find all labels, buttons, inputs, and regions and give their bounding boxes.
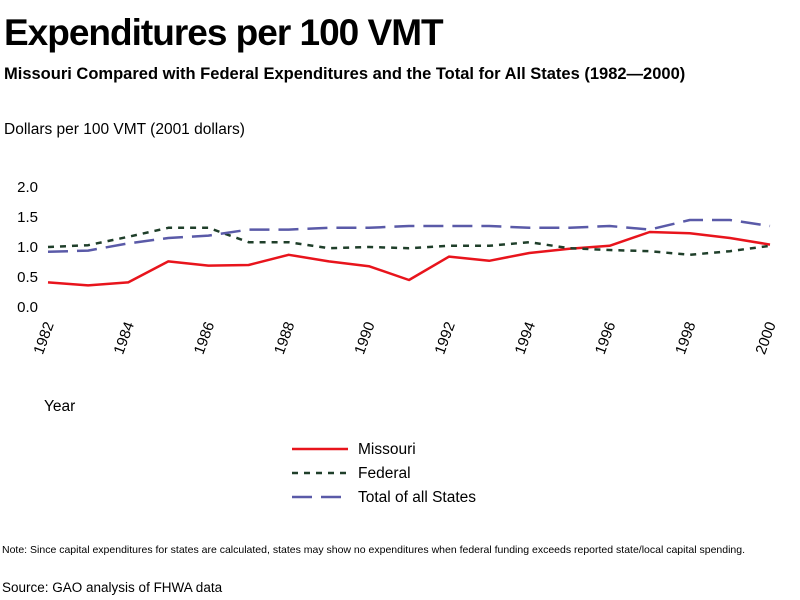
x-tick-label: 1982 bbox=[30, 320, 57, 357]
y-tick-labels: 0.0 0.5 1.0 1.5 2.0 bbox=[17, 179, 38, 316]
x-tick-label: 2000 bbox=[752, 320, 779, 357]
series-line-0 bbox=[47, 230, 771, 287]
chart-subtitle: Missouri Compared with Federal Expenditu… bbox=[4, 65, 686, 83]
y-tick-label: 1.0 bbox=[17, 239, 38, 256]
x-tick-label: 1988 bbox=[271, 320, 298, 357]
x-tick-labels: 1982 1984 1986 1988 1990 1992 1994 1996 1998 2000 bbox=[30, 320, 779, 357]
y-tick-label: 0.5 bbox=[17, 269, 38, 286]
line-chart: 0.0 0.5 1.0 1.5 2.0 1982 1984 1986 1988 1990 1992… bbox=[17, 179, 780, 357]
legend-label-total-states: Total of all States bbox=[358, 489, 477, 506]
y-tick-label: 2.0 bbox=[17, 179, 38, 196]
y-tick-label: 1.5 bbox=[17, 209, 38, 226]
series-lines bbox=[47, 218, 771, 287]
x-tick-label: 1984 bbox=[111, 320, 138, 357]
series-line-2 bbox=[47, 218, 771, 254]
legend-label-missouri: Missouri bbox=[358, 441, 416, 458]
x-tick-label: 1986 bbox=[191, 320, 218, 357]
x-tick-label: 1994 bbox=[512, 320, 539, 357]
chart-note: Note: Since capital expenditures for sta… bbox=[2, 544, 746, 556]
x-tick-label: 1998 bbox=[672, 320, 699, 357]
chart-title: Expenditures per 100 VMT bbox=[4, 12, 444, 53]
legend-swatch-total-states bbox=[292, 495, 348, 499]
x-tick-label: 1992 bbox=[431, 320, 458, 357]
x-tick-label: 1990 bbox=[351, 320, 378, 357]
legend-label-federal: Federal bbox=[358, 465, 411, 482]
x-tick-label: 1996 bbox=[592, 320, 619, 357]
x-axis-label: Year bbox=[44, 398, 76, 415]
chart-source: Source: GAO analysis of FHWA data bbox=[2, 580, 223, 595]
legend-swatch-federal bbox=[292, 471, 348, 475]
y-axis-label: Dollars per 100 VMT (2001 dollars) bbox=[4, 121, 245, 138]
y-tick-label: 0.0 bbox=[17, 299, 38, 316]
series-line-1 bbox=[47, 226, 771, 257]
legend-swatch-missouri bbox=[292, 447, 348, 451]
